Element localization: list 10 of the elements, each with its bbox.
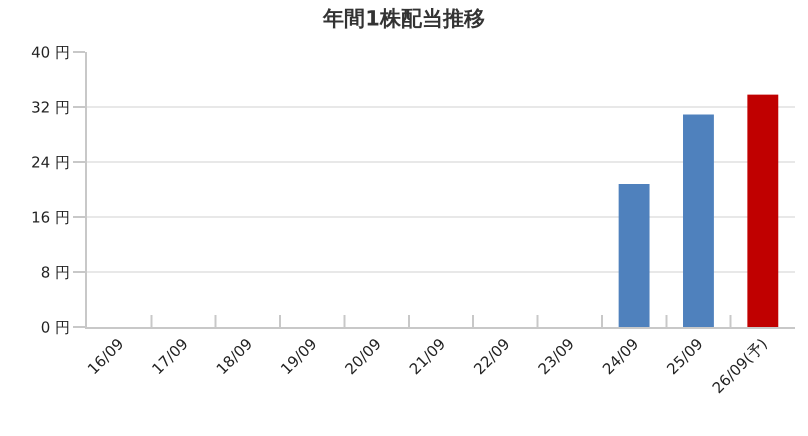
y-tick-label: 32 円 [31, 98, 70, 116]
bar [747, 94, 778, 327]
bar [618, 184, 650, 327]
y-tick-label: 24 円 [31, 153, 70, 172]
y-tick-label: 0 円 [40, 318, 70, 336]
chart-title: 年間1株配当推移 [322, 6, 485, 31]
y-tick-label: 40 円 [31, 43, 70, 62]
bar [683, 114, 714, 327]
y-tick-label: 8 円 [40, 263, 70, 282]
y-tick-label: 16 円 [31, 208, 70, 226]
